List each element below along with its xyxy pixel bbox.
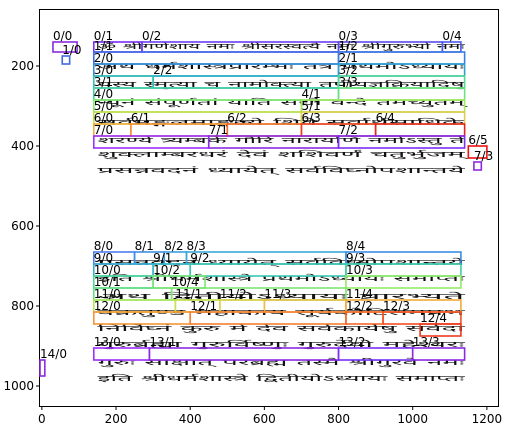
annotation-label: 7/0 [94, 123, 113, 137]
annotation-label: 7/2 [339, 123, 358, 137]
annotation-box [411, 347, 466, 361]
annotation-label: 0/2 [142, 29, 161, 43]
y-axis-ticks: 200 400 600 800 1000 [3, 59, 40, 393]
y-tick-label: 800 [11, 299, 34, 313]
y-tick-label: 400 [11, 139, 34, 153]
annotation-label: 9/2 [190, 251, 209, 265]
annotation-label: 13/2 [339, 335, 366, 349]
annotation-label: 11/1 [175, 287, 202, 301]
annotation-label: 12/0 [94, 299, 121, 313]
manuscript-line: सर्वमङ्गलमाङ्गल्ये शिवे सर्वार्थसाधिके [97, 117, 467, 127]
annotation-box [61, 55, 71, 65]
manuscript-line: शरण्ये त्र्यम्बके गौरि नारायणि नमोऽस्तु … [97, 135, 466, 146]
annotation-label: 9/3 [346, 251, 365, 265]
annotation-label: 11/3 [264, 287, 291, 301]
annotation-box [52, 41, 78, 53]
annotation-label: 4/0 [94, 87, 113, 101]
annotation-box [419, 323, 462, 337]
y-tick-label: 600 [11, 219, 34, 233]
annotation-label: 0/1 [94, 29, 113, 43]
x-tick-label: 400 [179, 412, 202, 426]
annotation-label: 3/2 [339, 63, 358, 77]
manuscript-image: ॐ श्रीगणेशाय नमः श्रीसरस्वत्यै नमः श्रीग… [97, 41, 471, 383]
annotation-label: 0/3 [339, 29, 358, 43]
x-tick-label: 1200 [472, 412, 503, 426]
annotation-label: 6/2 [227, 111, 246, 125]
annotation-label: 12/1 [190, 299, 217, 313]
x-tick-label: 200 [105, 412, 128, 426]
annotation-label: 12/2 [346, 299, 373, 313]
x-tick-label: 600 [253, 412, 276, 426]
annotation-label: 10/2 [153, 263, 180, 277]
annotation-label: 8/1 [135, 239, 154, 253]
annotation-label: 7/1 [209, 123, 228, 137]
annotation-label: 6/5 [468, 133, 487, 147]
annotation-label: 3/0 [94, 63, 113, 77]
annotation-label: 12/4 [420, 311, 447, 325]
annotation-label: 8/0 [94, 239, 113, 253]
annotation-label: 12/3 [383, 299, 410, 313]
annotation-label: 2/1 [339, 51, 358, 65]
annotation-label: 11/2 [220, 287, 247, 301]
annotation-label: 6/0 [94, 111, 113, 125]
manuscript-line: इति श्रीधर्मशास्त्रे द्वितीयोऽध्यायः समा… [97, 373, 465, 383]
annotation-label: 2/2 [153, 63, 172, 77]
annotation-box [467, 145, 488, 159]
annotation-label: 0/0 [53, 29, 72, 43]
annotation-label: 3/1 [94, 75, 113, 89]
manuscript-line: अथ धर्मशास्त्रप्रारम्भः तत्र प्रथमोऽध्या… [97, 61, 465, 71]
manuscript-line: गुरुः साक्षात् परब्रह्म तस्मै श्रीगुरवे … [97, 357, 465, 368]
annotation-boxes: 0/01/0 0/1 0/2 0/3 0/4 1/1 1/2 2/0 2/1 2/2 3/03/1 3… [39, 29, 493, 377]
manuscript-line: प्रसन्नवदनं ध्यायेत् सर्वविघ्नोपशान्तये [97, 257, 465, 268]
annotation-label: 8/3 [186, 239, 205, 253]
annotation-label: 1/2 [339, 39, 358, 53]
annotation-box [337, 135, 466, 149]
annotation-label: 13/0 [94, 335, 121, 349]
annotation-label: 10/1 [94, 275, 121, 289]
manuscript-line: शुक्लाम्बरधरं देवं शशिवर्णं चतुर्भुजम् [97, 149, 471, 160]
x-tick-label: 800 [327, 412, 350, 426]
y-tick-label: 1000 [3, 379, 34, 393]
annotation-label: 5/1 [301, 99, 320, 113]
manuscript-line: प्रसन्नवदनं ध्यायेत् सर्वविघ्नोपशान्तये [97, 165, 465, 176]
x-tick-label: 0 [38, 412, 46, 426]
annotation-label: 6/3 [301, 111, 320, 125]
annotation-label: 1/1 [94, 39, 113, 53]
manuscript-line: न्यूनं संपूर्णतां याति सद्यो वन्दे तमच्य… [97, 97, 471, 108]
manuscript-line: निर्विघ्नं कुरु मे देव सर्वकार्येषु सर्व… [97, 323, 467, 334]
annotation-label: 9/0 [94, 251, 113, 265]
annotation-label: 8/2 [164, 239, 183, 253]
annotation-label: 4/1 [301, 87, 320, 101]
annotation-label: 11/0 [94, 287, 121, 301]
annotation-label: 2/0 [94, 51, 113, 65]
annotation-box [473, 161, 483, 171]
y-tick-label: 200 [11, 59, 34, 73]
annotation-label: 11/4 [346, 287, 373, 301]
annotation-label: 13/3 [413, 335, 440, 349]
manuscript-line: इति श्रीधर्मशास्त्रे प्रथमोऽध्यायः समाप्… [97, 273, 465, 283]
manuscript-line: अथ द्वितीयोऽध्यायः प्रारभ्यते [97, 291, 466, 301]
manuscript-line: यस्य स्मृत्या च नामोक्त्या तपोयज्ञक्रिया… [97, 79, 467, 90]
annotation-label: 10/0 [94, 263, 121, 277]
annotation-label: 14/0 [40, 347, 67, 361]
x-tick-label: 1000 [397, 412, 428, 426]
annotation-label: 6/1 [131, 111, 150, 125]
annotation-label: 8/4 [346, 239, 365, 253]
annotation-label: 10/3 [346, 263, 373, 277]
annotation-label: 9/1 [153, 251, 172, 265]
annotation-label: 10/4 [172, 275, 199, 289]
manuscript-line: ॐ श्रीगणेशाय नमः श्रीसरस्वत्यै नमः श्रीग… [97, 41, 465, 52]
x-axis-ticks: 0 200 400 600 800 1000 1200 [38, 406, 502, 426]
annotation-label: 3/3 [339, 75, 358, 89]
annotation-box [345, 275, 462, 289]
annotation-label: 0/4 [442, 29, 461, 43]
annotation-box [39, 359, 46, 377]
annotation-label: 13/1 [149, 335, 176, 349]
annotation-label: 6/4 [376, 111, 395, 125]
annotation-label: 7/3 [474, 149, 493, 163]
annotation-label: 5/0 [94, 99, 113, 113]
manuscript-line: गुरुर्ब्रह्मा गुरुर्विष्णुः गुरुर्देवो म… [97, 339, 466, 350]
annotation-label: 1/0 [62, 43, 81, 57]
